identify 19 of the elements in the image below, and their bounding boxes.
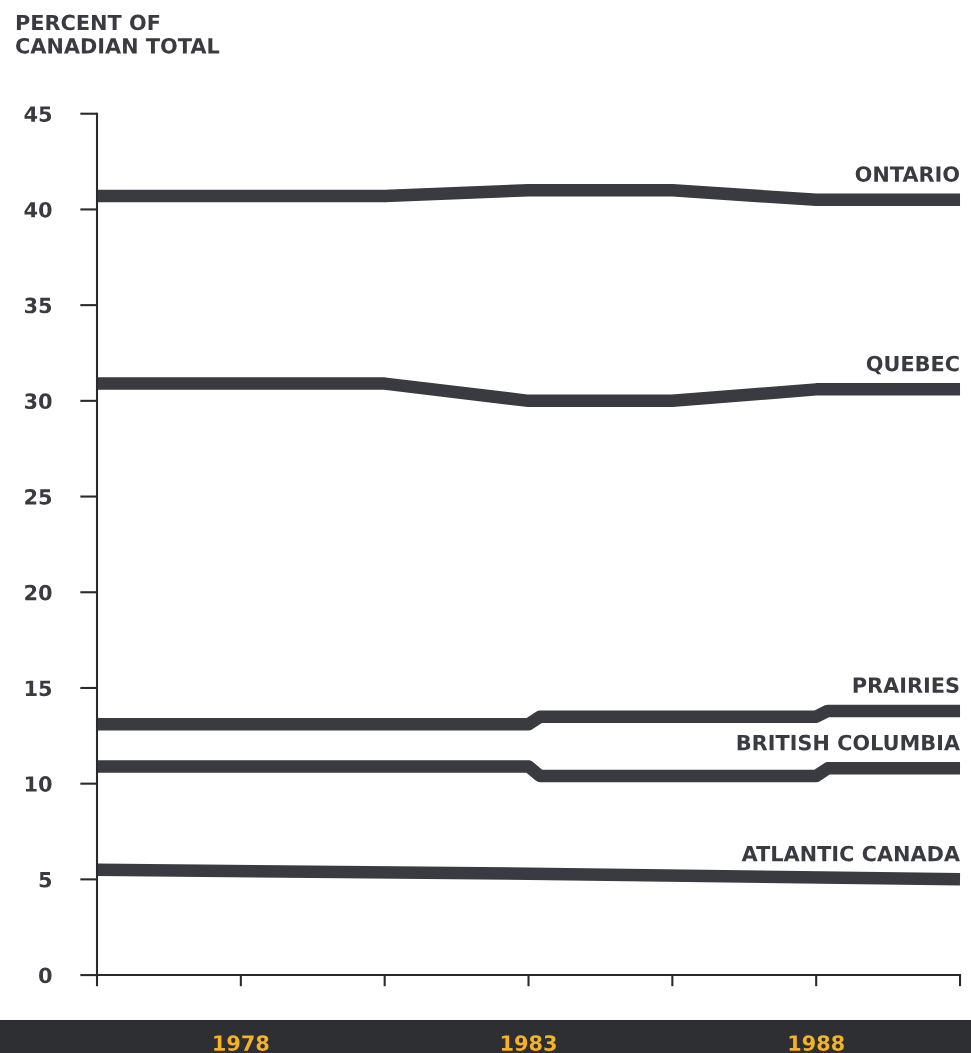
y-tick-label: 35	[24, 297, 52, 314]
x-tick-label: 1983	[501, 1035, 556, 1051]
series-label: BRITISH COLUMBIA	[737, 734, 960, 751]
y-tick-label: 25	[25, 489, 52, 505]
series-label: ONTARIO	[855, 166, 959, 182]
y-tick-label: 0	[39, 967, 52, 984]
y-axis-title: PERCENT OF CANADIAN TOTAL	[16, 14, 220, 54]
series-label: ATLANTIC CANADA	[741, 845, 960, 862]
series-label: PRAIRIES	[853, 677, 959, 693]
y-tick-label: 10	[25, 776, 52, 792]
x-tick-label: 1978	[214, 1035, 269, 1051]
y-tick-label: 40	[24, 201, 52, 218]
y-tick-label: 5	[39, 872, 52, 888]
y-tick-label: 45	[24, 106, 52, 122]
series-label: QUEBEC	[866, 355, 959, 375]
y-tick-label: 30	[24, 393, 52, 410]
y-tick-label: 15	[25, 680, 52, 697]
y-tick-label: 20	[25, 584, 52, 601]
x-tick-label: 1988	[789, 1035, 844, 1051]
